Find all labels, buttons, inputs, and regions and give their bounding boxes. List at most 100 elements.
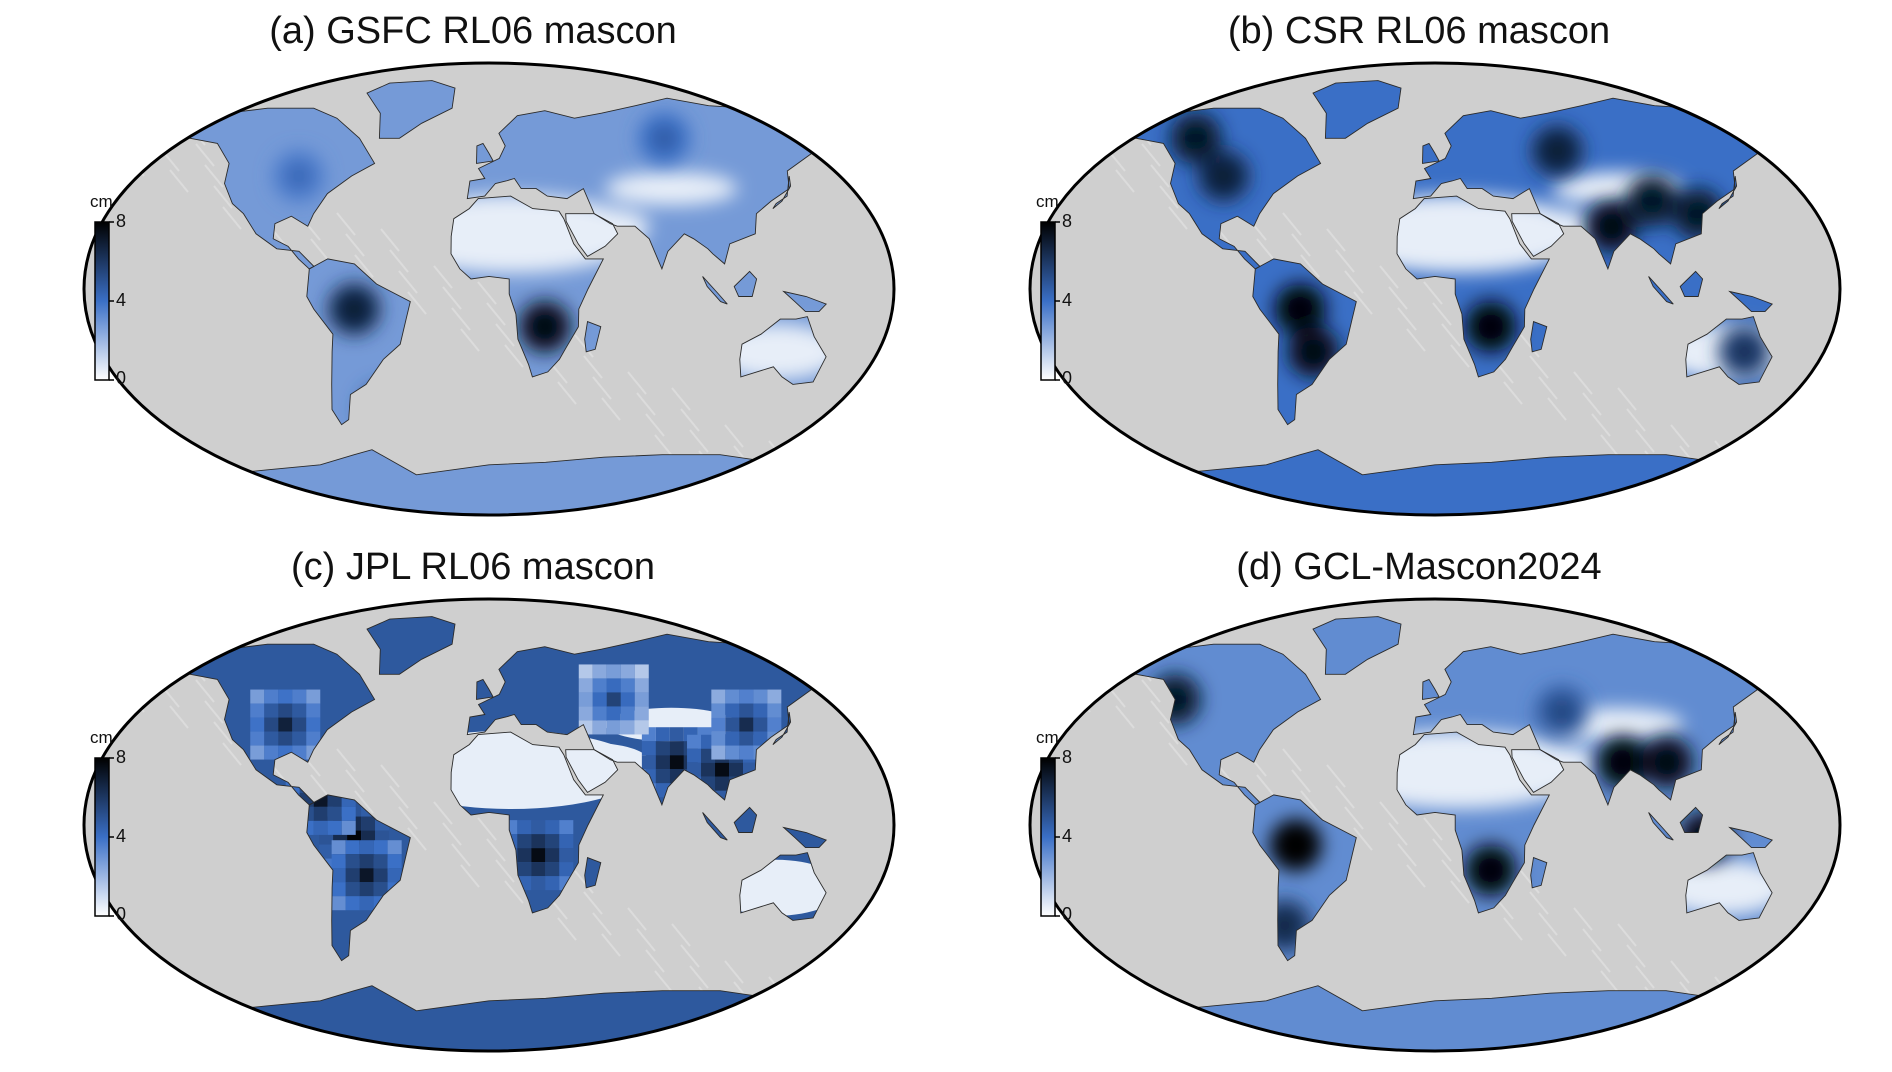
world-map — [1028, 597, 1842, 1053]
coastline-borneo — [1679, 270, 1704, 297]
colorbar — [1040, 221, 1056, 381]
mascon-cell — [545, 834, 560, 849]
mascon-cell — [313, 806, 328, 821]
mascon-cell — [711, 717, 726, 732]
coastline-north-america — [1108, 107, 1322, 270]
colorbar-tick-label: 8 — [116, 211, 127, 231]
mascon-cell — [264, 689, 279, 704]
map-canvas — [84, 63, 894, 515]
mascon-cell — [319, 844, 334, 859]
hotspot-core — [286, 164, 311, 188]
coastline-arabia — [565, 213, 619, 257]
hotspot-core — [342, 297, 367, 322]
coastline-sumatra — [702, 276, 728, 305]
dry-region — [605, 171, 738, 206]
coastline-south-america — [306, 258, 411, 426]
coastline-borneo — [733, 806, 758, 833]
panel-title: (d) GCL-Mascon2024 — [1236, 546, 1602, 588]
mascon-cell — [753, 731, 768, 746]
coastline-south-america — [306, 794, 411, 962]
mascon-cell — [345, 868, 360, 883]
coastline-africa — [1396, 195, 1551, 378]
coastline-new-guinea — [782, 826, 827, 849]
mascon-cell — [306, 689, 321, 704]
mascon-cell — [345, 896, 360, 911]
coastline-europe-asia — [1412, 97, 1779, 271]
mascon-cell — [331, 896, 346, 911]
mascon-cell — [531, 834, 546, 849]
mascon-cell — [278, 731, 293, 746]
mascon-cell — [687, 734, 702, 749]
mascon-cell — [278, 717, 293, 732]
hotspot-core — [1478, 858, 1503, 883]
coastline-sumatra — [702, 812, 728, 841]
hotspot-core — [1183, 126, 1208, 151]
mascon-cell — [606, 664, 621, 679]
mascon-cell — [606, 692, 621, 707]
colorbar-unit-label: cm — [1036, 192, 1059, 211]
mascon-cell — [250, 717, 265, 732]
map-frame — [82, 61, 896, 517]
mascon-cell — [373, 854, 388, 869]
mascon-cell — [359, 882, 374, 897]
coastline-japan — [1718, 175, 1738, 209]
mascon-cell — [634, 720, 649, 735]
mascon-cell — [387, 868, 402, 883]
coastline-arabia — [565, 749, 619, 793]
hotspot-core — [1288, 297, 1313, 322]
mascon-cell — [264, 703, 279, 718]
mascon-cell — [620, 720, 635, 735]
mascon-cell — [592, 678, 607, 693]
coastline-greenland — [1312, 80, 1402, 139]
coastline-japan — [1718, 711, 1738, 745]
colorbar-tick-label: 0 — [116, 904, 127, 924]
mascon-cell — [725, 689, 740, 704]
mascon-cell — [341, 820, 356, 835]
coastline-borneo — [1679, 806, 1704, 833]
coastline-borneo — [733, 270, 758, 297]
hotspot-core — [1549, 700, 1574, 724]
coastline-new-guinea — [1728, 290, 1773, 313]
coastline-uk — [476, 142, 494, 164]
mascon-cell — [767, 689, 782, 704]
coastline-south-america — [1252, 258, 1357, 426]
mascon-cell — [359, 896, 374, 911]
mascon-cell — [641, 755, 656, 770]
mascon-cell — [278, 689, 293, 704]
coastline-north-america — [162, 643, 376, 806]
mascon-cell — [620, 692, 635, 707]
coastline-australia — [1685, 316, 1773, 385]
panel-title: (a) GSFC RL06 mascon — [269, 10, 677, 52]
mascon-cell — [331, 882, 346, 897]
mascon-cell — [729, 762, 744, 777]
mascon-cell — [292, 703, 307, 718]
mascon-cell — [669, 755, 684, 770]
coastline-sumatra — [1648, 812, 1674, 841]
map-canvas — [1030, 63, 1840, 515]
mascon-cell — [711, 731, 726, 746]
mascon-cell — [331, 854, 346, 869]
colorbar-unit-label: cm — [1036, 728, 1059, 747]
map-canvas — [84, 599, 894, 1051]
mascon-cell — [545, 820, 560, 835]
hotspot-core — [1732, 339, 1757, 364]
mascon-cell — [517, 834, 532, 849]
colorbar-tick-label: 8 — [1062, 747, 1073, 767]
map-panel-b: (b) CSR RL06 mascon cm 8 4 0 — [946, 0, 1892, 536]
coastline-australia — [1685, 852, 1773, 921]
coastline-greenland — [1312, 616, 1402, 675]
coastline-uk — [476, 678, 494, 700]
world-map — [82, 597, 896, 1053]
coastline-madagascar — [1530, 856, 1548, 889]
panel-title: (c) JPL RL06 mascon — [291, 546, 655, 588]
hotspot-core — [1545, 138, 1570, 163]
colorbar-tick-label: 0 — [1062, 904, 1073, 924]
mascon-cell — [711, 745, 726, 760]
coastline-japan — [772, 711, 792, 745]
mascon-cell — [634, 706, 649, 721]
mascon-cell — [306, 731, 321, 746]
mascon-cell — [373, 882, 388, 897]
mascon-cell — [327, 820, 342, 835]
colorbar-unit-label: cm — [90, 192, 113, 211]
mascon-cell — [331, 868, 346, 883]
